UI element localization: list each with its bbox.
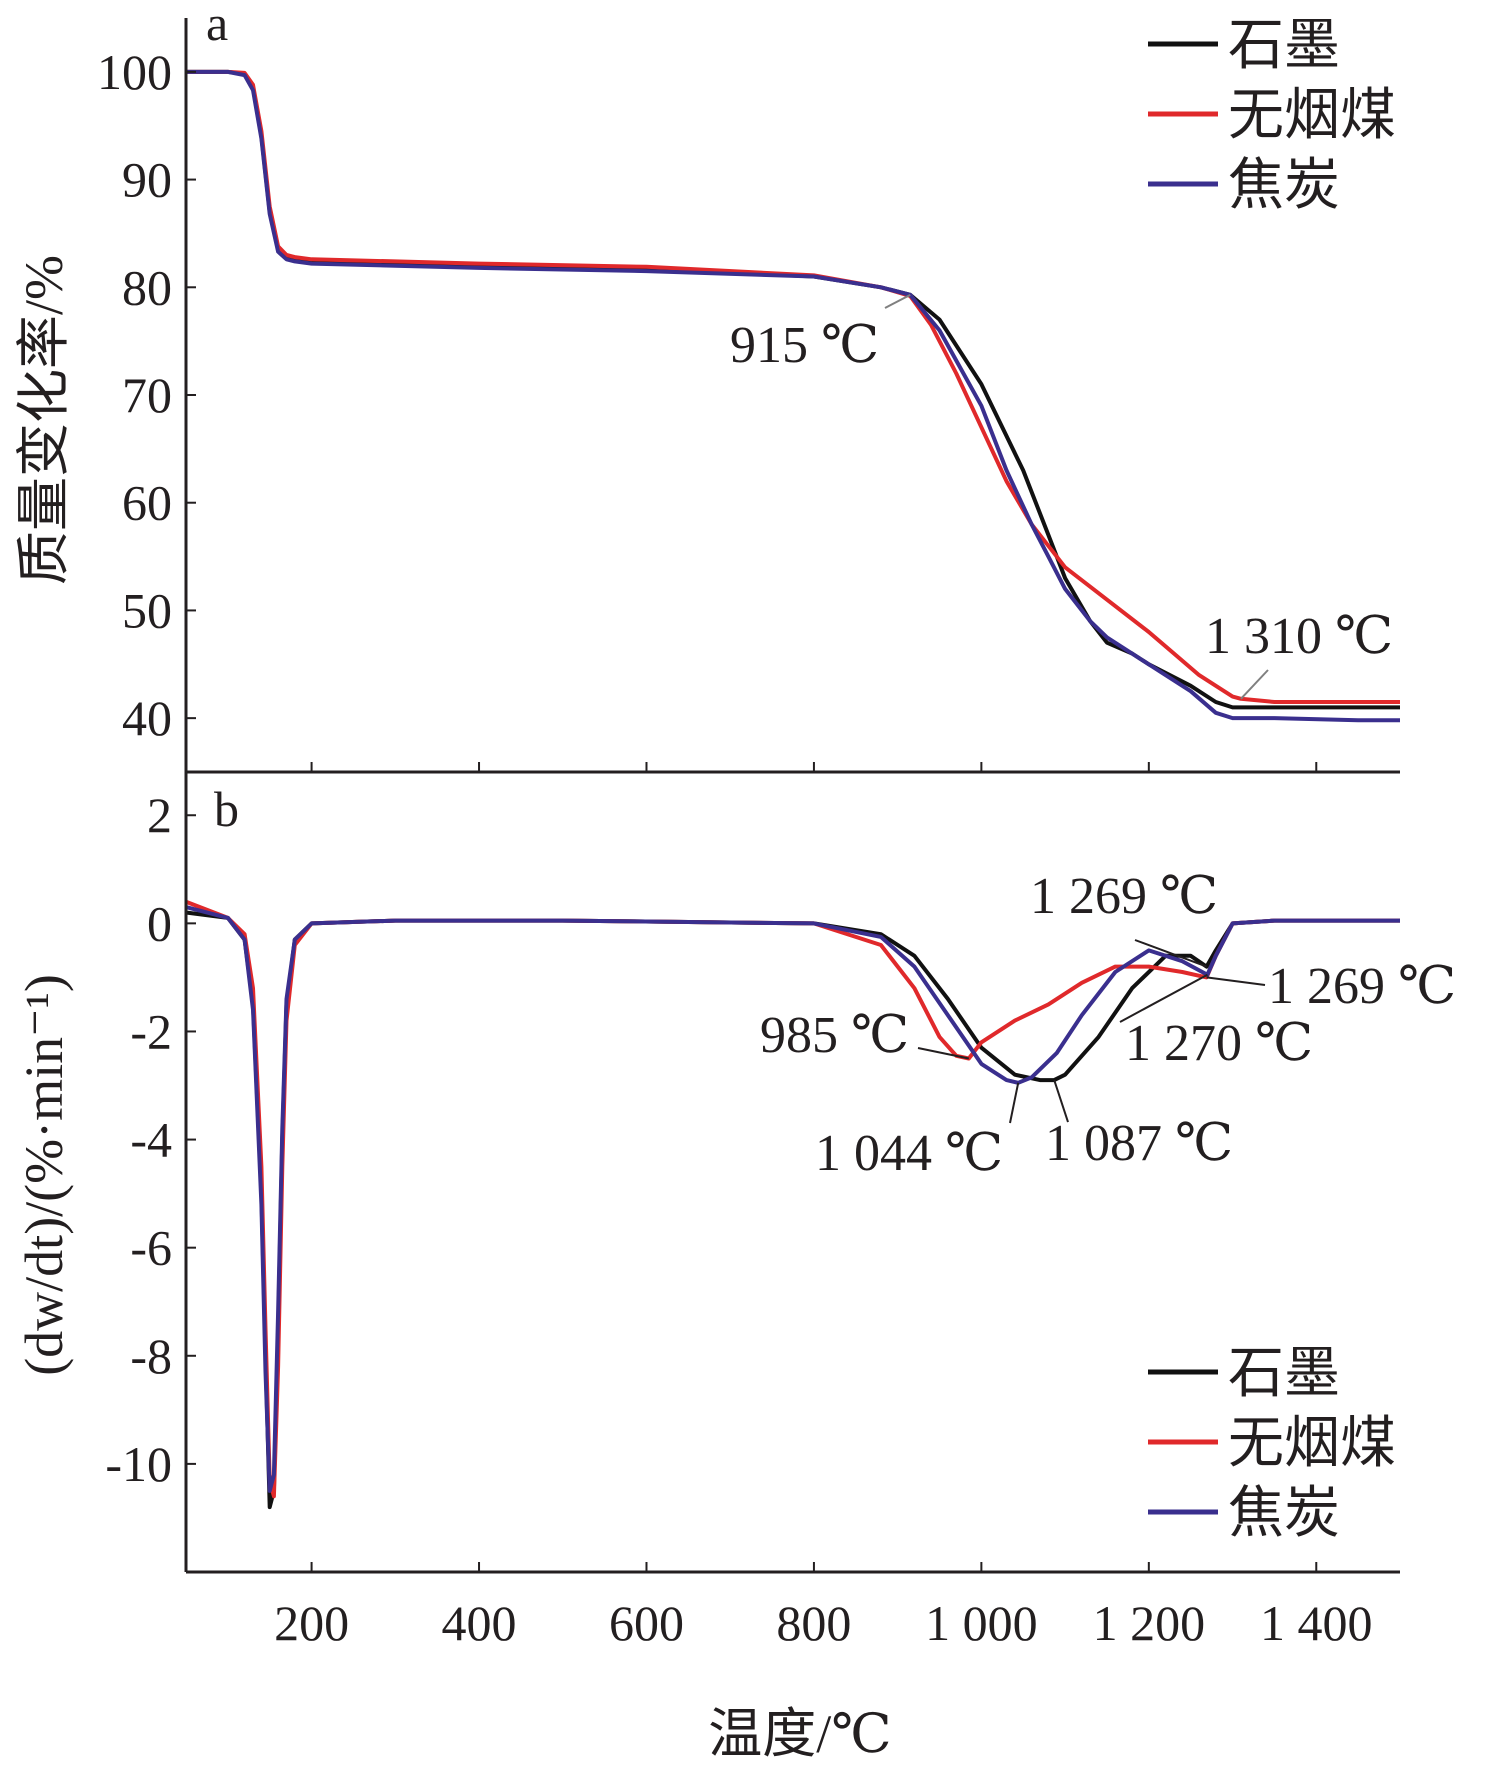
panel-a-y-axis-title: 质量变化率/%	[14, 255, 74, 585]
legend-label: 无烟煤	[1228, 1413, 1396, 1475]
panel-b-annotations: 1 269 ℃ 1 269 ℃ 985 ℃ 1 270 ℃ 1 044 ℃ 1 087 ℃	[760, 868, 1456, 1182]
annotation-leader	[1119, 973, 1208, 1023]
panel-a-ticks: 40 50 60 70 80 90 100	[97, 44, 1318, 772]
annotation-leader	[917, 1047, 970, 1060]
panel-a-annotations: 915 ℃ 1 310 ℃	[730, 293, 1393, 700]
x-axis-title: 温度/℃	[708, 1704, 891, 1764]
panel-a-label: a	[206, 0, 228, 51]
panel-b-y-axis-title: (dw/dt)/(%·min⁻¹)	[14, 974, 74, 1376]
series-line-石墨	[185, 910, 1400, 1510]
annotation-label: 1 270 ℃	[1125, 1015, 1313, 1072]
legend-label: 焦炭	[1228, 1483, 1340, 1545]
annotation-label: 915 ℃	[730, 317, 879, 374]
y-tick-label: -10	[105, 1436, 172, 1492]
legend-label: 石墨	[1228, 1343, 1340, 1405]
y-tick-label: -4	[130, 1112, 172, 1168]
annotation-leader	[1206, 976, 1266, 986]
annotation-leader	[1240, 669, 1269, 700]
annotation-leader	[1053, 1079, 1069, 1123]
series-line-无烟煤	[185, 899, 1400, 1499]
x-tick-label: 800	[776, 1595, 851, 1651]
panel-b-dtg: -10 -8 -6 -4 -2 0 2 b (dw/dt)/(%·min⁻¹) 石墨无烟煤焦…	[14, 772, 1456, 1574]
legend-label: 无烟煤	[1228, 85, 1396, 147]
annotation-leader	[1134, 939, 1207, 968]
y-tick-label: 2	[147, 787, 172, 843]
legend-label: 石墨	[1228, 15, 1340, 77]
series-line-焦炭	[185, 905, 1400, 1493]
x-tick-label: 1 200	[1093, 1595, 1206, 1651]
legend-label: 焦炭	[1228, 155, 1340, 217]
y-tick-label: 40	[122, 690, 172, 746]
y-tick-label: 50	[122, 582, 172, 638]
x-tick-label: 400	[442, 1595, 517, 1651]
x-tick-label: 1 400	[1260, 1595, 1373, 1651]
y-tick-label: 90	[122, 152, 172, 208]
y-tick-label: 0	[147, 895, 172, 951]
annotation-label: 985 ℃	[760, 1007, 909, 1064]
panel-b-curves	[185, 899, 1400, 1510]
annotation-leader	[884, 293, 911, 309]
annotation-label: 1 269 ℃	[1030, 868, 1218, 925]
x-tick-label: 200	[274, 1595, 349, 1651]
panel-b-axes	[184, 772, 1400, 1574]
panel-b-label: b	[214, 781, 239, 837]
series-line-焦炭	[186, 69, 1400, 723]
x-axis-tick-labels: 200 400 600 800 1 000 1 200 1 400	[274, 1595, 1372, 1651]
annotation-label: 1 087 ℃	[1045, 1115, 1233, 1172]
x-tick-label: 1 000	[925, 1595, 1038, 1651]
y-tick-label: 100	[97, 44, 172, 100]
y-tick-label: -6	[130, 1220, 172, 1276]
panel-b-ticks: -10 -8 -6 -4 -2 0 2	[105, 787, 1318, 1572]
y-tick-label: -8	[130, 1328, 172, 1384]
y-tick-label: 60	[122, 475, 172, 531]
panel-a-curves	[186, 69, 1400, 723]
y-tick-label: 80	[122, 259, 172, 315]
annotation-leader	[1009, 1082, 1020, 1124]
x-tick-label: 600	[609, 1595, 684, 1651]
annotation-label: 1 310 ℃	[1205, 608, 1393, 665]
y-tick-label: 70	[122, 367, 172, 423]
annotation-label: 1 044 ℃	[815, 1125, 1003, 1182]
y-tick-label: -2	[130, 1003, 172, 1059]
annotation-label: 1 269 ℃	[1268, 958, 1456, 1015]
